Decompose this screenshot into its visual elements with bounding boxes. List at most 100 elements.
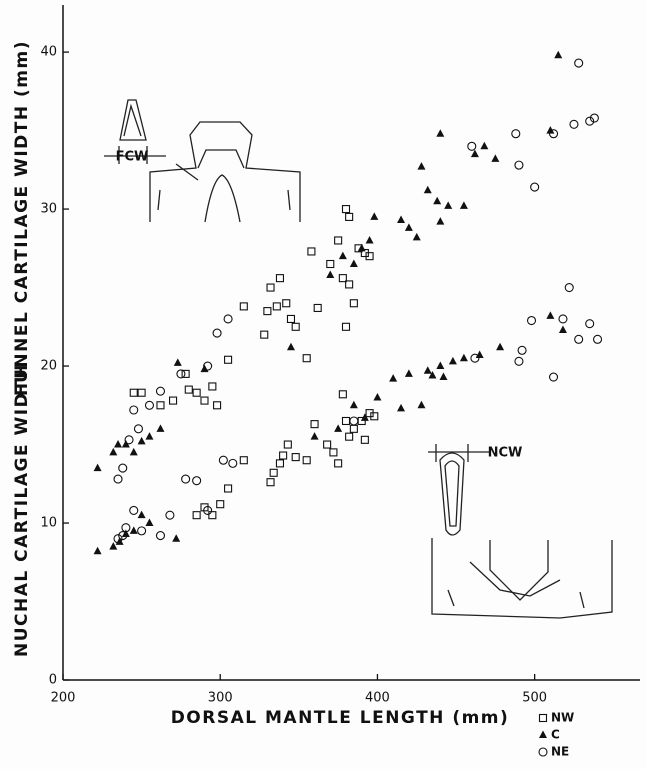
triangle-marker [417,400,426,409]
circle-marker [548,129,559,139]
y-tick-label: 40 [40,45,57,60]
circle-marker [155,531,166,541]
circle-marker [349,416,359,426]
triangle-marker [365,235,374,244]
square-marker [137,388,146,397]
x-tick-label: 300 [208,691,233,706]
triangle-marker [145,432,154,440]
square-marker [239,302,248,311]
circle-marker [176,369,186,379]
triangle-marker [349,400,358,409]
triangle-marker [423,366,432,374]
square-marker [282,299,291,308]
square-marker [213,401,222,410]
circle-marker [118,463,128,473]
triangle-marker [172,534,181,542]
x-tick-label: 200 [51,691,76,706]
square-marker [360,435,369,444]
triangle-marker [145,518,154,527]
square-marker [283,440,292,449]
ncw-illustration [428,444,613,619]
triangle-marker [326,270,335,278]
triangle-marker [448,356,457,365]
triangle-marker [436,217,445,225]
square-marker [184,385,193,394]
square-marker [345,280,354,289]
triangle-marker [546,126,555,134]
square-marker [291,453,300,462]
square-marker [341,205,351,214]
square-marker [302,354,311,363]
square-marker [329,448,338,457]
triangle-marker [428,370,437,379]
circle-marker [155,386,166,396]
square-marker [334,459,343,468]
circle-marker [203,505,213,516]
circle-marker [564,283,574,293]
circle-marker [129,505,139,516]
square-marker [266,478,275,487]
triangle-marker [397,215,406,224]
triangle-marker [334,424,343,432]
triangle-marker [373,392,382,401]
square-marker [310,420,319,429]
triangle-marker [480,141,489,150]
circle-marker [514,160,524,170]
triangle-marker [475,350,484,359]
circle-marker [593,334,603,344]
legend-label: NE [551,745,569,759]
square-marker [365,252,374,261]
square-marker [370,412,379,421]
legend-marker [539,730,547,738]
square-marker [269,468,278,477]
triangle-marker [433,196,442,205]
triangle-marker [93,463,102,472]
circle-marker [467,141,477,151]
square-marker [302,456,311,465]
circle-marker [133,424,144,434]
triangle-marker [491,154,500,162]
circle-marker [589,113,599,123]
annotation: NCW [488,446,523,461]
circle-marker [144,400,155,410]
triangle-marker [412,232,421,241]
square-marker [192,388,201,397]
triangle-marker [436,129,445,137]
triangle-marker [357,243,366,252]
legend-label: NW [551,711,574,725]
square-marker [323,440,332,449]
triangle-marker [109,542,118,550]
square-marker [349,299,358,308]
square-marker [169,396,178,405]
circle-marker [113,474,123,484]
square-marker [200,396,209,405]
square-marker [260,330,269,339]
circle-marker [514,356,524,366]
square-marker [192,511,201,520]
triangle-marker [173,358,182,366]
circle-marker [129,405,139,415]
triangle-marker [114,440,123,448]
triangle-marker [459,201,468,209]
circle-marker [212,328,222,338]
y-tick-label: 10 [40,516,57,531]
fcw-illustration [104,99,301,223]
circle-marker [558,314,568,324]
circle-marker [530,182,540,192]
square-marker [239,456,248,465]
circle-marker [223,314,233,324]
y-axis-label-upper: FUNNEL CARTILAGE WIDTH (mm) [12,40,32,396]
square-marker [275,459,285,468]
triangle-marker [156,424,165,432]
triangle-marker [121,440,130,448]
triangle-marker [554,50,563,59]
circle-marker [228,458,238,468]
y-tick-label: 0 [49,673,57,688]
circle-marker [165,510,175,520]
square-marker [224,355,233,364]
circle-marker [113,534,123,544]
triangle-marker [370,212,379,220]
triangle-marker [496,342,505,351]
square-marker [216,500,225,509]
